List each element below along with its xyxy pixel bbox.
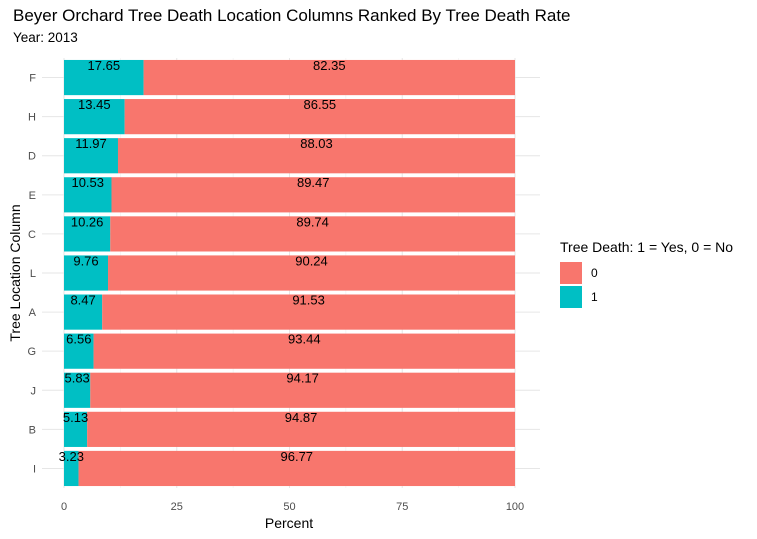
bar-death-0-L — [108, 255, 515, 291]
data-label-1-D: 11.97 — [75, 136, 107, 151]
bar-death-1-B — [64, 411, 88, 447]
chart-subtitle: Year: 2013 — [13, 30, 78, 45]
bar-death-0-I — [78, 450, 516, 487]
bar-death-1-I — [64, 450, 79, 487]
legend-label-1: 1 — [591, 290, 598, 304]
legend-item-0: 0 — [560, 262, 680, 284]
data-label-1-C: 10.26 — [71, 214, 104, 229]
data-label-1-J: 5.83 — [64, 371, 89, 386]
bar-death-1-G — [64, 333, 94, 369]
bar-death-0-E — [111, 177, 516, 213]
bar-death-1-J — [64, 372, 91, 408]
data-label-0-B: 94.87 — [285, 410, 318, 425]
y-tick-C: C — [28, 229, 36, 241]
x-tick-50: 50 — [283, 501, 295, 513]
data-label-1-I: 3.23 — [59, 449, 84, 464]
bar-death-0-D — [117, 138, 515, 174]
data-label-0-A: 91.53 — [292, 293, 325, 308]
data-label-0-H: 86.55 — [304, 97, 337, 112]
y-tick-H: H — [28, 112, 36, 124]
data-label-1-H: 13.45 — [78, 97, 111, 112]
bar-death-0-C — [110, 216, 516, 252]
data-label-0-E: 89.47 — [297, 175, 330, 190]
data-label-1-A: 8.47 — [70, 293, 95, 308]
legend-item-1: 1 — [560, 286, 680, 308]
y-tick-F: F — [29, 73, 36, 85]
x-tick-labels: 0 25 50 75 100 — [61, 501, 524, 513]
legend-swatch-0 — [560, 262, 582, 284]
x-tick-25: 25 — [171, 501, 183, 513]
data-label-1-G: 6.56 — [66, 332, 91, 347]
bar-death-1-L — [64, 255, 109, 291]
bar-death-0-B — [87, 411, 516, 447]
x-tick-75: 75 — [396, 501, 408, 513]
data-label-1-F: 17.65 — [88, 58, 121, 73]
y-tick-J: J — [31, 385, 37, 397]
bar-death-1-D — [64, 138, 118, 174]
y-tick-E: E — [29, 190, 36, 202]
bar-death-0-A — [102, 294, 515, 330]
data-label-0-D: 88.03 — [300, 136, 333, 151]
data-label-0-I: 96.77 — [281, 449, 314, 464]
bar-death-1-C — [64, 216, 111, 252]
bar-death-1-A — [64, 294, 103, 330]
data-label-1-L: 9.76 — [73, 253, 98, 268]
data-label-1-B: 5.13 — [63, 410, 88, 425]
data-label-0-F: 82.35 — [313, 58, 346, 73]
bar-death-1-F — [64, 59, 144, 96]
x-tick-0: 0 — [61, 501, 67, 513]
x-tick-100: 100 — [506, 501, 524, 513]
y-tick-I: I — [33, 463, 36, 475]
data-labels: 17.65 82.35 13.45 86.55 11.97 88.03 10.53 89.47… — [59, 58, 346, 464]
y-axis-label: Tree Location Column — [7, 204, 23, 341]
legend-label-0: 0 — [591, 266, 598, 280]
bar-death-1-E — [64, 177, 112, 213]
bars — [64, 59, 516, 487]
y-tick-A: A — [29, 307, 37, 319]
x-axis-label: Percent — [265, 515, 313, 531]
legend-swatch-1 — [560, 286, 582, 308]
bar-death-0-G — [93, 333, 515, 369]
y-tick-B: B — [29, 424, 36, 436]
y-tick-L: L — [30, 268, 36, 280]
chart-title: Beyer Orchard Tree Death Location Column… — [13, 6, 571, 25]
data-label-0-J: 94.17 — [286, 371, 319, 386]
bar-death-0-H — [124, 99, 516, 135]
bar-death-0-F — [143, 59, 515, 96]
legend-title: Tree Death: 1 = Yes, 0 = No — [560, 239, 734, 255]
y-tick-D: D — [28, 151, 36, 163]
data-label-0-L: 90.24 — [295, 253, 328, 268]
data-label-0-G: 93.44 — [288, 332, 321, 347]
bar-death-1-H — [64, 99, 125, 135]
data-label-1-E: 10.53 — [71, 175, 104, 190]
bar-death-0-J — [90, 372, 515, 408]
y-tick-labels: F H D E C L A G J B I — [27, 73, 36, 476]
y-tick-G: G — [27, 346, 36, 358]
data-label-0-C: 89.74 — [296, 214, 329, 229]
